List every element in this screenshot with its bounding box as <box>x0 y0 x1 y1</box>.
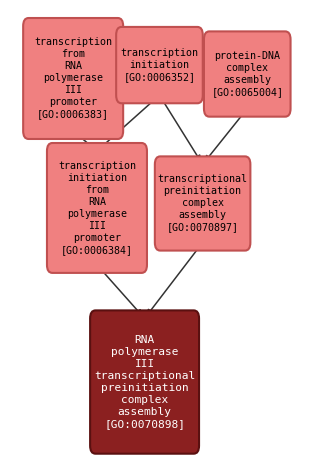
FancyBboxPatch shape <box>47 143 147 273</box>
FancyBboxPatch shape <box>155 156 250 251</box>
FancyBboxPatch shape <box>23 18 123 139</box>
Text: protein-DNA
complex
assembly
[GO:0065004]: protein-DNA complex assembly [GO:0065004… <box>211 51 283 97</box>
FancyBboxPatch shape <box>90 311 199 454</box>
Text: transcription
initiation
[GO:0006352]: transcription initiation [GO:0006352] <box>121 48 198 82</box>
Text: transcription
from
RNA
polymerase
III
promoter
[GO:0006383]: transcription from RNA polymerase III pr… <box>34 38 112 120</box>
Text: RNA
polymerase
III
transcriptional
preinitiation
complex
assembly
[GO:0070898]: RNA polymerase III transcriptional prein… <box>94 335 195 429</box>
FancyBboxPatch shape <box>116 27 203 103</box>
FancyBboxPatch shape <box>204 32 290 117</box>
Text: transcriptional
preinitiation
complex
assembly
[GO:0070897]: transcriptional preinitiation complex as… <box>157 174 248 232</box>
Text: transcription
initiation
from
RNA
polymerase
III
promoter
[GO:0006384]: transcription initiation from RNA polyme… <box>58 161 136 255</box>
